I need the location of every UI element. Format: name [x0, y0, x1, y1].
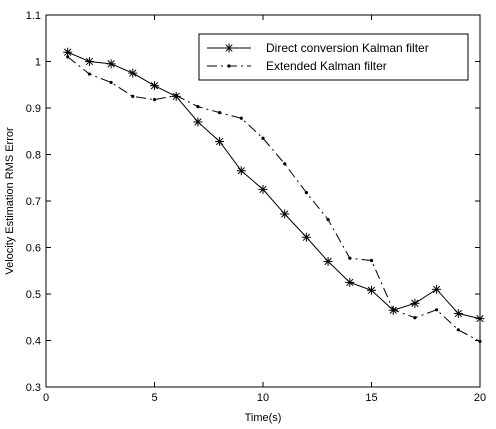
- series-1-point-2: [109, 80, 113, 85]
- series-0-point-11: [301, 232, 311, 242]
- series-0-point-16: [410, 298, 420, 308]
- series-0-point-19: [475, 314, 485, 324]
- series-1-point-4: [152, 98, 157, 102]
- series-0-point-3: [128, 68, 138, 78]
- x-tick-label-1: 5: [151, 392, 157, 404]
- series-0-point-13: [345, 277, 355, 287]
- series-0-point-12: [323, 256, 333, 266]
- y-axis-label: Velocity Estimation RMS Error: [4, 127, 16, 275]
- legend-label-direct: Direct conversion Kalman filter: [266, 41, 429, 55]
- series-layer: [63, 47, 485, 344]
- series-1-point-10: [283, 162, 287, 166]
- series-1-point-19: [478, 339, 482, 344]
- series-1-point-5: [174, 93, 178, 98]
- series-1-point-15: [391, 308, 395, 312]
- series-1-point-3: [131, 94, 135, 98]
- series-1: [66, 55, 482, 344]
- series-0-point-17: [432, 284, 442, 294]
- y-tick-label-5: 0.8: [26, 150, 41, 162]
- x-tick-label-4: 20: [474, 392, 486, 404]
- legend-dot: [227, 64, 231, 68]
- series-1-point-18: [456, 328, 460, 332]
- legend-asterisk: [224, 43, 234, 53]
- series-1-point-9: [261, 136, 265, 140]
- y-tick-label-4: 0.7: [26, 196, 41, 208]
- legend-label-extended: Extended Kalman filter: [266, 59, 387, 73]
- series-1-point-13: [348, 256, 352, 260]
- series-1-point-17: [435, 308, 439, 312]
- y-tick-label-6: 0.9: [26, 103, 41, 115]
- y-axis-ticks: 0.3 0.4 0.5 0.6 0.7 0.8 0.9 1 1.1: [26, 10, 480, 394]
- series-0-point-2: [106, 59, 116, 69]
- legend-box: [198, 33, 469, 81]
- series-1-point-7: [218, 111, 222, 115]
- series-0-point-18: [453, 309, 463, 319]
- x-tick-label-0: 0: [43, 392, 49, 404]
- series-1-point-14: [369, 258, 374, 263]
- series-1-point-6: [196, 105, 200, 109]
- series-0-line: [67, 51, 481, 320]
- series-0-point-10: [280, 209, 290, 219]
- legend-marker-direct: [224, 43, 234, 53]
- series-1-line: [67, 56, 481, 342]
- y-tick-label-2: 0.5: [26, 289, 41, 301]
- series-0-point-9: [258, 184, 268, 194]
- y-tick-label-3: 0.6: [26, 243, 41, 255]
- y-tick-label-8: 1.1: [26, 10, 41, 22]
- series-0-point-4: [150, 81, 159, 91]
- series-1-point-8: [239, 116, 243, 120]
- x-axis-ticks: 0 5 10 15 20: [43, 15, 486, 404]
- series-0-point-6: [193, 117, 203, 127]
- legend-marker-extended: [227, 64, 231, 68]
- series-0-point-1: [84, 57, 94, 66]
- x-axis-label: Time(s): [245, 412, 282, 424]
- y-tick-label-7: 1: [35, 57, 41, 69]
- y-tick-label-0: 0.3: [26, 382, 41, 394]
- series-1-point-11: [304, 191, 308, 195]
- series-1-point-12: [326, 218, 330, 222]
- series-1-point-0: [66, 55, 70, 59]
- series-0: [63, 47, 485, 324]
- legend: Direct conversion Kalman filter Extended…: [198, 33, 469, 81]
- y-tick-label-1: 0.4: [26, 336, 41, 348]
- series-1-point-1: [87, 72, 91, 76]
- series-0-point-7: [215, 136, 225, 146]
- series-0-point-8: [236, 166, 246, 176]
- x-tick-label-3: 15: [365, 392, 377, 404]
- x-tick-label-2: 10: [257, 392, 269, 404]
- series-0-point-14: [367, 285, 376, 295]
- series-1-point-16: [413, 316, 417, 320]
- series-0-point-0: [63, 47, 73, 57]
